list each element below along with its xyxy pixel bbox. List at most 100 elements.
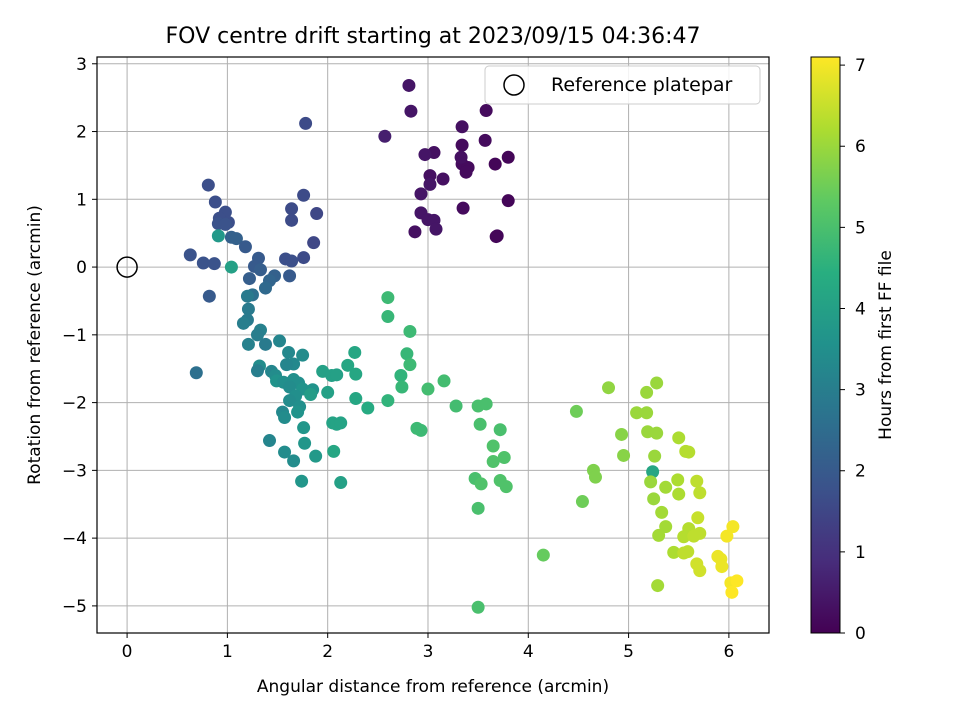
data-point xyxy=(667,545,681,559)
colorbar-tick-label: 7 xyxy=(855,56,866,76)
data-point xyxy=(414,423,428,437)
x-tick-label: 6 xyxy=(723,642,734,662)
data-point xyxy=(259,281,273,295)
data-point xyxy=(672,431,686,445)
data-point xyxy=(236,316,250,330)
data-point xyxy=(501,150,515,164)
data-point xyxy=(725,585,739,599)
x-tick-label: 0 xyxy=(122,642,133,662)
colorbar: 0 1 2 3 4 5 6 7 Hours from first FF file xyxy=(810,56,896,644)
data-point xyxy=(408,225,422,239)
data-point xyxy=(499,480,513,494)
data-point xyxy=(640,385,654,399)
data-point xyxy=(423,177,437,191)
x-tick-label: 1 xyxy=(222,642,233,662)
data-point xyxy=(691,511,705,525)
data-point xyxy=(479,104,493,118)
data-points xyxy=(183,78,744,614)
y-tick-label: 1 xyxy=(76,190,87,210)
x-ticks: 0 1 2 3 4 5 6 xyxy=(122,633,734,662)
colorbar-tick-label: 3 xyxy=(855,381,866,401)
data-point xyxy=(189,366,203,380)
data-point xyxy=(501,194,515,208)
y-ticks: −5 −4 −3 −2 −1 0 1 2 3 xyxy=(62,55,97,617)
data-point xyxy=(211,229,225,243)
y-tick-label: 3 xyxy=(76,55,87,75)
y-tick-label: −2 xyxy=(62,394,87,414)
data-point xyxy=(569,404,583,418)
data-point xyxy=(309,449,323,463)
data-point xyxy=(414,187,428,201)
colorbar-tick-label: 5 xyxy=(855,218,866,238)
data-point xyxy=(602,381,616,395)
data-point xyxy=(730,574,744,588)
data-point xyxy=(381,291,395,305)
data-point xyxy=(588,470,602,484)
y-tick-label: 2 xyxy=(76,123,87,143)
data-point xyxy=(672,487,686,501)
data-point xyxy=(229,232,243,246)
data-point xyxy=(242,272,256,286)
data-point xyxy=(287,454,301,468)
data-point xyxy=(617,448,631,462)
data-point xyxy=(321,385,335,399)
data-point xyxy=(285,254,299,268)
data-point xyxy=(493,423,507,437)
data-point xyxy=(207,257,221,271)
legend-marker-icon xyxy=(503,74,525,96)
data-point xyxy=(646,465,660,479)
data-point xyxy=(488,157,502,171)
data-point xyxy=(241,302,255,316)
data-point xyxy=(285,213,299,227)
x-tick-label: 4 xyxy=(523,642,534,662)
chart-title: FOV centre drift starting at 2023/09/15 … xyxy=(166,24,701,49)
data-point xyxy=(651,579,665,593)
data-point xyxy=(671,473,685,487)
data-point xyxy=(250,364,264,378)
data-point xyxy=(490,229,504,243)
data-point xyxy=(334,416,348,430)
data-point xyxy=(403,358,417,372)
x-axis-label: Angular distance from reference (arcmin) xyxy=(257,677,609,697)
data-point xyxy=(297,251,311,265)
data-point xyxy=(652,528,666,542)
colorbar-tick-label: 0 xyxy=(855,624,866,644)
data-point xyxy=(381,394,395,408)
data-point xyxy=(486,455,500,469)
data-point xyxy=(693,526,707,540)
data-point xyxy=(253,263,267,277)
data-point xyxy=(650,376,664,390)
data-point xyxy=(298,436,312,450)
legend-entry: Reference platepar xyxy=(551,74,733,96)
data-point xyxy=(259,337,273,351)
legend: Reference platepar xyxy=(484,65,761,105)
data-point xyxy=(655,505,669,519)
data-point xyxy=(183,248,197,262)
data-point xyxy=(349,367,363,381)
data-point xyxy=(238,240,252,254)
data-point xyxy=(659,480,673,494)
data-point xyxy=(403,324,417,338)
data-point xyxy=(330,368,344,382)
data-point xyxy=(273,334,287,348)
data-point xyxy=(640,406,654,420)
data-point xyxy=(327,444,341,458)
data-point xyxy=(677,530,691,544)
data-point xyxy=(474,477,488,491)
data-point xyxy=(677,546,691,560)
data-point xyxy=(218,217,232,231)
data-point xyxy=(348,345,362,359)
colorbar-tick-label: 6 xyxy=(855,137,866,157)
data-point xyxy=(726,520,740,534)
y-tick-label: −4 xyxy=(62,529,87,549)
data-point xyxy=(471,600,485,614)
colorbar-tick-label: 4 xyxy=(855,299,866,319)
data-point xyxy=(295,474,309,488)
data-point xyxy=(307,236,321,250)
data-point xyxy=(455,138,469,152)
data-point xyxy=(497,450,511,464)
data-point xyxy=(381,310,395,324)
data-point xyxy=(310,207,324,221)
data-point xyxy=(690,474,704,488)
data-point xyxy=(400,347,414,361)
